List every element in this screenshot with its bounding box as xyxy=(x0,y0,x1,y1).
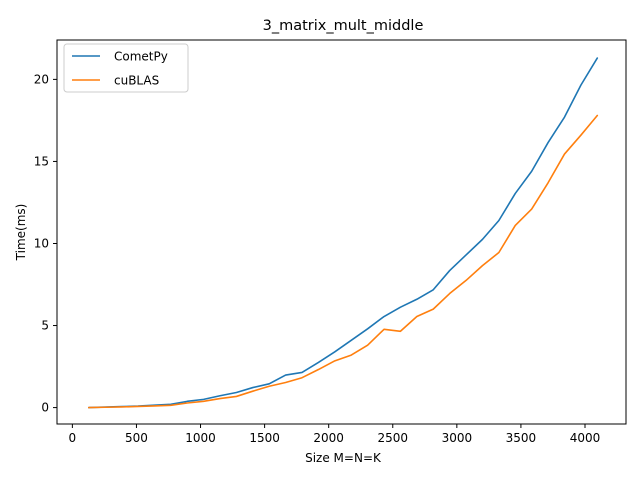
x-tick-label: 1000 xyxy=(185,431,216,445)
x-tick-label: 2000 xyxy=(313,431,344,445)
y-tick-label: 5 xyxy=(41,319,49,333)
legend-label-cublas: cuBLAS xyxy=(114,74,159,88)
x-tick-label: 2500 xyxy=(377,431,408,445)
y-axis-label: Time(ms) xyxy=(14,204,28,262)
x-tick-label: 1500 xyxy=(249,431,280,445)
series-line-cometpy xyxy=(87,57,599,409)
plot-frame xyxy=(56,39,627,425)
x-tick-label: 3000 xyxy=(442,431,473,445)
x-axis-label: Size M=N=K xyxy=(305,451,382,465)
y-tick-label: 15 xyxy=(34,154,49,168)
legend: CometPy cuBLAS xyxy=(63,43,189,93)
x-tick-label: 0 xyxy=(69,431,77,445)
y-tick-label: 20 xyxy=(34,72,49,86)
series-line-cublas xyxy=(87,114,599,409)
chart-title: 3_matrix_mult_middle xyxy=(263,18,424,34)
x-tick-label: 500 xyxy=(125,431,148,445)
x-tick-label: 3500 xyxy=(506,431,537,445)
tick-layer: 0 500 1000 1500 2000 2500 3000 3500 4000 0 5 10 15 20 xyxy=(34,72,601,445)
y-tick-label: 0 xyxy=(41,401,49,415)
legend-label-cometpy: CometPy xyxy=(114,50,168,64)
x-tick-label: 4000 xyxy=(570,431,601,445)
series-layer xyxy=(87,57,599,409)
y-tick-label: 10 xyxy=(34,236,49,250)
